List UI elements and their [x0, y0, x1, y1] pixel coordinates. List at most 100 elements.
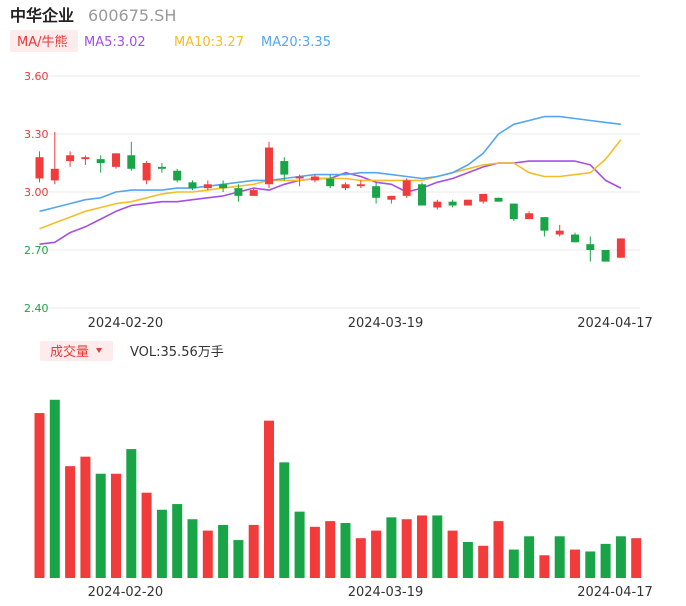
candle: [50, 132, 59, 185]
candle: [280, 157, 289, 181]
volume-bar: [524, 536, 535, 578]
volume-bar: [309, 526, 320, 578]
price-y-tick-label: 2.70: [24, 244, 49, 257]
ma20-line: [39, 115, 621, 213]
candle: [96, 155, 105, 173]
price-x-tick-label: 2024-03-19: [348, 316, 424, 331]
volume-bar: [264, 420, 274, 578]
price-y-tick-label: 3.30: [24, 128, 49, 141]
ma5-legend: MA5:3.02: [84, 35, 146, 50]
candle-body: [112, 153, 120, 167]
candle: [265, 141, 273, 189]
candle-body: [280, 161, 289, 175]
volume-bar: [156, 509, 167, 578]
candle: [295, 174, 304, 187]
price-y-tick-label: 3.00: [24, 186, 49, 199]
candle-body: [203, 184, 212, 189]
volume-indicator-button-label: 成交量: [50, 344, 89, 360]
candle: [555, 224, 564, 237]
volume-bar: [401, 519, 412, 578]
candle-body: [157, 166, 166, 169]
dropdown-arrow-icon[interactable]: [96, 348, 102, 353]
volume-indicator-button[interactable]: [40, 341, 113, 361]
price-x-tick-label: 2024-04-17: [577, 316, 653, 331]
ma-type-button-label: MA/牛熊: [17, 34, 68, 50]
volume-bar: [294, 511, 305, 578]
volume-bar: [111, 473, 121, 578]
volume-bar: [34, 413, 45, 578]
candle: [173, 168, 182, 183]
volume-bar: [432, 515, 443, 578]
candle-body: [601, 250, 610, 262]
volume-bar: [233, 540, 244, 578]
candle-body: [295, 176, 304, 179]
candle: [234, 184, 243, 202]
stock-name: 中华企业: [10, 6, 74, 25]
candle: [219, 180, 228, 192]
candle: [571, 232, 579, 243]
candle: [387, 195, 396, 204]
volume-bar: [202, 530, 213, 578]
candle-body: [35, 157, 44, 179]
volume-x-tick-label: 2024-02-20: [88, 585, 164, 600]
candle-body: [142, 163, 151, 181]
volume-bar: [570, 549, 580, 578]
candle-body: [219, 184, 228, 189]
candle: [586, 236, 595, 262]
candle-body: [540, 217, 549, 231]
candle-body: [188, 182, 197, 189]
candle: [203, 180, 212, 191]
volume-bar: [65, 466, 76, 578]
candle: [127, 141, 136, 171]
ma-type-button[interactable]: [10, 30, 78, 52]
candle: [494, 197, 503, 202]
candle-body: [326, 178, 335, 187]
volume-bar: [508, 549, 519, 578]
candle: [356, 180, 365, 189]
volume-bar: [554, 536, 565, 578]
candle: [525, 211, 534, 220]
candle-body: [310, 176, 319, 181]
volume-bars: [34, 399, 642, 578]
candle-body: [586, 244, 595, 250]
stock-code: 600675.SH: [88, 6, 176, 25]
volume-x-tick-label: 2024-03-19: [348, 585, 424, 600]
candlesticks: [35, 132, 625, 262]
volume-bar: [493, 521, 504, 578]
volume-x-tick-label: 2024-04-17: [577, 585, 653, 600]
candle: [433, 199, 442, 210]
volume-bar: [187, 519, 198, 578]
price-y-tick-label: 2.40: [24, 302, 49, 315]
candle: [142, 161, 151, 185]
candle-body: [555, 230, 564, 235]
candle-body: [66, 155, 75, 162]
volume-bar: [600, 543, 611, 578]
candle-body: [571, 234, 579, 243]
candle-body: [463, 199, 472, 206]
price-y-tick-label: 3.60: [24, 70, 49, 83]
volume-bar: [279, 462, 290, 578]
candle-body: [448, 201, 457, 206]
volume-bar: [539, 555, 550, 578]
candle-body: [433, 201, 442, 208]
ma10-legend: MA10:3.27: [174, 35, 244, 50]
price-x-tick-label: 2024-02-20: [88, 316, 164, 331]
volume-bar: [126, 449, 137, 578]
price-x-axis: 2024-02-20 2024-03-19 2024-04-17: [88, 316, 653, 331]
candle: [249, 188, 258, 196]
volume-bar: [141, 492, 152, 578]
volume-bar: [248, 524, 259, 578]
candle-body: [234, 188, 243, 196]
volume-bar: [631, 538, 642, 578]
candle: [418, 182, 426, 206]
candle: [463, 199, 472, 206]
price-y-axis: 3.60 3.30 3.00 2.70 2.40: [24, 70, 49, 315]
candle-body: [265, 147, 273, 185]
candle-body: [127, 155, 136, 169]
candle: [479, 193, 488, 204]
candle: [66, 151, 75, 167]
volume-bar: [355, 538, 366, 578]
volume-bar: [478, 545, 489, 578]
candle: [616, 238, 625, 258]
